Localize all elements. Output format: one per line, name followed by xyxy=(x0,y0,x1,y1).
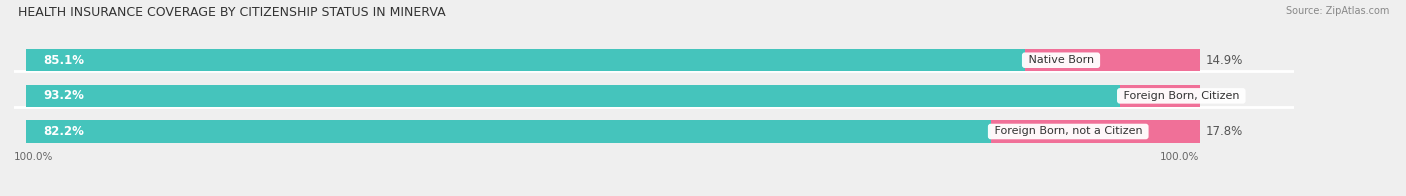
Text: 6.8%: 6.8% xyxy=(1205,89,1236,102)
Text: 82.2%: 82.2% xyxy=(44,125,84,138)
Text: 93.2%: 93.2% xyxy=(44,89,84,102)
Text: Foreign Born, not a Citizen: Foreign Born, not a Citizen xyxy=(991,126,1146,136)
Text: 100.0%: 100.0% xyxy=(1160,152,1199,162)
Bar xyxy=(25,85,1119,107)
Text: 17.8%: 17.8% xyxy=(1205,125,1243,138)
Bar xyxy=(1025,49,1199,71)
Bar xyxy=(25,49,1199,71)
Bar xyxy=(991,121,1199,142)
Text: Source: ZipAtlas.com: Source: ZipAtlas.com xyxy=(1285,6,1389,16)
Text: 14.9%: 14.9% xyxy=(1205,54,1243,67)
Bar xyxy=(1119,85,1199,107)
Text: Foreign Born, Citizen: Foreign Born, Citizen xyxy=(1119,91,1243,101)
Bar xyxy=(25,121,991,142)
Bar xyxy=(25,121,1199,142)
Bar xyxy=(25,49,1025,71)
Text: 85.1%: 85.1% xyxy=(44,54,84,67)
Text: Native Born: Native Born xyxy=(1025,55,1097,65)
Bar xyxy=(25,85,1199,107)
Text: HEALTH INSURANCE COVERAGE BY CITIZENSHIP STATUS IN MINERVA: HEALTH INSURANCE COVERAGE BY CITIZENSHIP… xyxy=(18,6,446,19)
Text: 100.0%: 100.0% xyxy=(14,152,53,162)
